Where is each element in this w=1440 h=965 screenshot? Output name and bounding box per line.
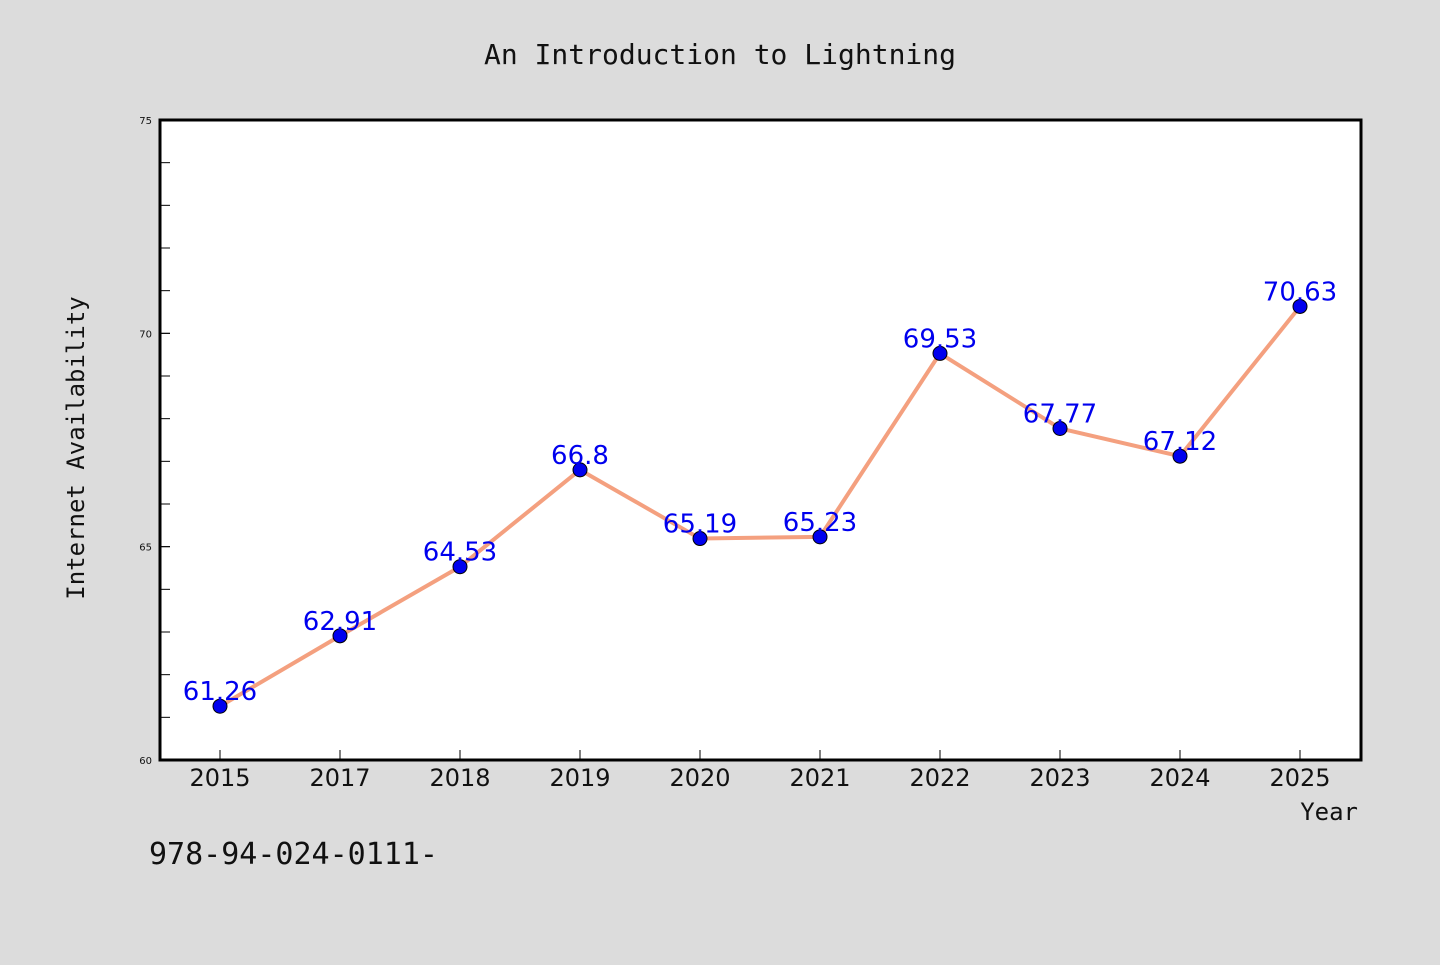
data-value-label: 62.91 [303, 607, 377, 637]
data-value-label: 65.19 [663, 510, 737, 540]
x-tick-label: 2017 [309, 764, 370, 792]
plot-area [158, 118, 1363, 762]
x-tick-label: 2020 [669, 764, 730, 792]
data-point-marker [332, 628, 348, 644]
x-tick-label: 2018 [429, 764, 490, 792]
data-point-marker [692, 531, 708, 547]
data-value-label: 66.8 [551, 441, 609, 471]
data-value-label: 67.12 [1143, 427, 1217, 457]
data-value-label: 61.26 [183, 677, 257, 707]
x-axis-ticks: 2015 2017 2018 2019 2020 2021 2022 2023 2024 2025 [189, 750, 1331, 792]
footer-code-text: 978-94-024-0111- [149, 837, 438, 872]
series-line [218, 304, 1302, 709]
data-point-marker [1052, 420, 1068, 436]
x-tick-label: 2021 [789, 764, 850, 792]
y-axis-ticks: 60 65 70 75 [139, 116, 170, 767]
x-axis-label: Year [1300, 798, 1358, 826]
chart-title: An Introduction to Lightning [484, 38, 956, 71]
series-layer: 61.26 62.91 64.53 66.8 65.19 65.23 69.53 67.77 6… [183, 277, 1337, 714]
data-value-label: 64.53 [423, 538, 497, 568]
x-tick-label: 2024 [1149, 764, 1210, 792]
y-tick-label: 75 [139, 116, 152, 127]
data-point-marker [1292, 298, 1308, 314]
x-tick-label: 2019 [549, 764, 610, 792]
x-tick-label: 2022 [909, 764, 970, 792]
y-tick-label: 70 [139, 329, 152, 340]
data-value-label: 70.63 [1263, 277, 1337, 307]
data-point-marker [452, 559, 468, 575]
x-tick-label: 2015 [189, 764, 250, 792]
data-point-marker [212, 698, 228, 714]
data-point-marker [1172, 448, 1188, 464]
data-point-marker [812, 529, 828, 545]
data-value-label: 67.77 [1023, 399, 1097, 429]
data-value-label: 65.23 [783, 508, 857, 538]
y-tick-label: 65 [139, 543, 152, 554]
x-tick-label: 2025 [1269, 764, 1330, 792]
data-point-marker [932, 345, 948, 361]
data-point-marker [572, 462, 588, 478]
y-tick-label: 60 [139, 756, 152, 767]
x-tick-label: 2023 [1029, 764, 1090, 792]
y-axis-label: Internet Availability [62, 296, 90, 599]
data-value-label: 69.53 [903, 324, 977, 354]
